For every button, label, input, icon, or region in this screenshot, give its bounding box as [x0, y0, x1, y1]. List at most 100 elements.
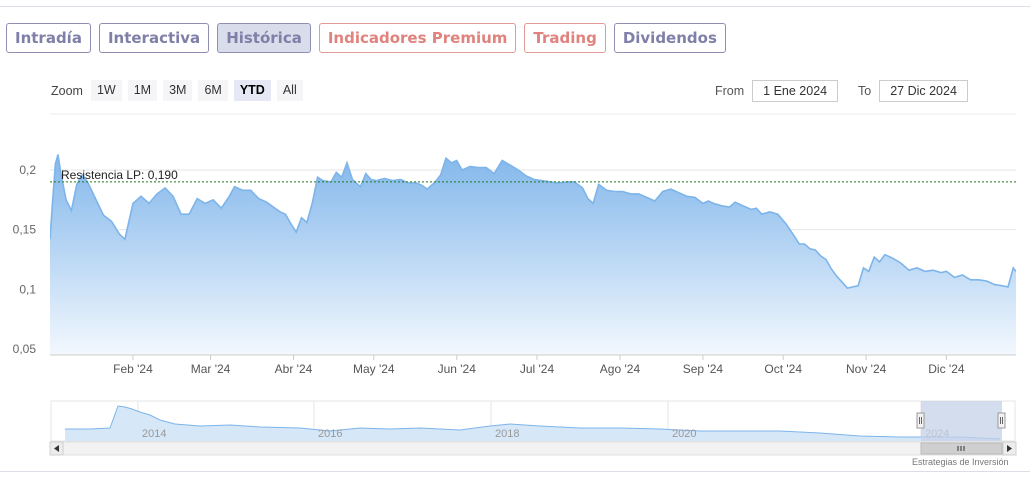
x-tick-label: Abr '24: [275, 362, 313, 376]
data-point: [654, 200, 656, 202]
data-point: [605, 189, 607, 191]
zoom-button-3m[interactable]: 3M: [163, 80, 193, 101]
zoom-button-1w[interactable]: 1W: [90, 80, 122, 101]
data-point: [469, 165, 471, 167]
chart-tabs: Intradía Interactiva Histórica Indicador…: [6, 23, 726, 53]
navigator-area: [65, 406, 1000, 441]
zoom-button-all[interactable]: All: [276, 80, 303, 101]
tab-interactiva[interactable]: Interactiva: [98, 23, 210, 53]
data-point: [49, 238, 51, 240]
navigator-label-2014: 2014: [142, 428, 166, 440]
y-axis-labels: 0,05 0,1 0,15 0,2: [13, 163, 37, 356]
data-point: [769, 211, 771, 213]
navigator-scrollbar[interactable]: [49, 441, 1017, 456]
x-tick-label: Ago '24: [600, 362, 641, 376]
data-point: [742, 205, 744, 207]
data-point: [421, 184, 423, 186]
navigator-handle-left[interactable]: [916, 412, 925, 429]
data-point: [52, 199, 54, 201]
x-tick-label: Oct '24: [764, 362, 802, 376]
data-point: [485, 166, 487, 168]
data-point: [809, 248, 811, 250]
from-label: From: [715, 84, 745, 98]
data-point: [461, 169, 463, 171]
data-point: [884, 254, 886, 256]
data-point: [592, 202, 594, 204]
data-point: [977, 279, 979, 281]
data-point: [707, 200, 709, 202]
data-point: [118, 233, 120, 235]
tab-historica[interactable]: Histórica: [217, 23, 311, 53]
tab-dividendos[interactable]: Dividendos: [613, 23, 726, 53]
data-point: [841, 281, 843, 283]
data-point: [220, 207, 222, 209]
data-point: [1015, 270, 1017, 272]
resistance-label: Resistencia LP: 0,190: [61, 168, 178, 182]
tab-intradia[interactable]: Intradía: [6, 23, 91, 53]
data-point: [284, 213, 286, 215]
zoom-label: Zoom: [51, 83, 83, 98]
data-point: [164, 187, 166, 189]
data-point: [399, 178, 401, 180]
data-point: [916, 267, 918, 269]
data-point: [581, 187, 583, 189]
navigator-selection[interactable]: [921, 401, 1002, 441]
data-point: [932, 269, 934, 271]
y-tick-label: 0,1: [19, 282, 36, 296]
data-point: [274, 207, 276, 209]
x-tick-label: May '24: [353, 362, 395, 376]
scrollbar-track[interactable]: [49, 441, 1017, 456]
data-point: [755, 207, 757, 209]
data-point: [597, 183, 599, 185]
tab-trading[interactable]: Trading: [524, 23, 606, 53]
zoom-button-6m[interactable]: 6M: [198, 80, 228, 101]
data-point: [70, 209, 72, 211]
data-point: [477, 166, 479, 168]
x-tick-label: Mar '24: [191, 362, 231, 376]
data-point: [868, 270, 870, 272]
data-point: [761, 213, 763, 215]
data-point: [1001, 285, 1003, 287]
data-point: [630, 193, 632, 195]
data-point: [961, 274, 963, 276]
bottom-border: [0, 471, 1030, 472]
data-point: [102, 214, 104, 216]
data-point: [993, 283, 995, 285]
x-tick-label: Jul '24: [520, 362, 555, 376]
zoom-button-1m[interactable]: 1M: [127, 80, 158, 101]
data-point: [306, 221, 308, 223]
data-point: [830, 268, 832, 270]
range-from: From 1 Ene 2024: [715, 80, 839, 102]
data-point: [694, 196, 696, 198]
scroll-left-arrow-icon: [54, 445, 59, 452]
zoom-button-ytd[interactable]: YTD: [233, 80, 271, 101]
data-point: [734, 201, 736, 203]
to-date-input[interactable]: 27 Dic 2024: [879, 80, 968, 102]
tab-indicadores-premium[interactable]: Indicadores Premium: [318, 23, 517, 53]
data-point: [335, 171, 337, 173]
data-point: [825, 258, 827, 260]
data-point: [148, 202, 150, 204]
data-point: [266, 201, 268, 203]
x-tick-label: Jun '24: [438, 362, 477, 376]
data-point: [969, 279, 971, 281]
navigator-label-2016: 2016: [318, 428, 342, 440]
data-point: [712, 202, 714, 204]
navigator-line: [65, 405, 1001, 440]
data-point: [365, 172, 367, 174]
data-point: [383, 177, 385, 179]
data-point: [892, 257, 894, 259]
from-date-input[interactable]: 1 Ene 2024: [752, 80, 839, 102]
x-tick-label: Nov '24: [846, 362, 887, 376]
data-point: [242, 189, 244, 191]
data-point: [509, 164, 511, 166]
data-point: [852, 286, 854, 288]
data-point: [228, 195, 230, 197]
navigator-handle-right[interactable]: [997, 412, 1006, 429]
data-point: [196, 197, 198, 199]
navigator[interactable]: 2014 2016 2018 2020 2024: [50, 400, 1016, 442]
data-point: [945, 270, 947, 272]
data-point: [1007, 286, 1009, 288]
data-point: [426, 188, 428, 190]
